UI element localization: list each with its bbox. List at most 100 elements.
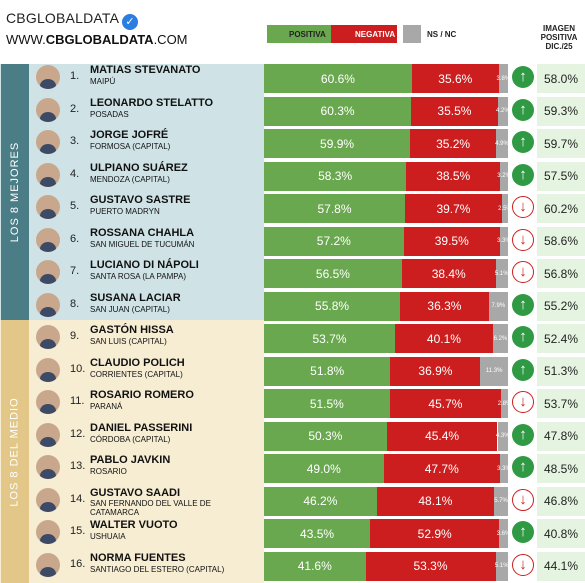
bar-ns: 5.7% (494, 486, 508, 516)
mayor-name: DANIEL PASSERINI (90, 421, 193, 434)
bar-ns: 5.1% (495, 551, 509, 581)
bar-negative: 35.2% (410, 129, 497, 158)
previous-positive-value: 56.8% (537, 259, 585, 288)
section-label-top: LOS 8 MEJORES (1, 64, 29, 320)
arrow-up-icon: ↑ (512, 521, 534, 543)
stacked-bar: 51.8% 36.9% 11.3% (264, 356, 508, 386)
city-name: ROSARIO (90, 467, 127, 476)
table-row: 13. PABLO JAVKIN ROSARIO 49.0% 47.7% 3.3% ↑ 48.… (30, 451, 585, 483)
bar-negative: 38.4% (401, 259, 496, 288)
city-name: PUERTO MADRYN (90, 207, 160, 216)
bar-positive: 60.3% (264, 96, 412, 126)
previous-positive-value: 48.5% (537, 454, 585, 483)
avatar (36, 292, 60, 317)
rank-label: 13. (70, 460, 86, 472)
avatar (36, 390, 60, 414)
stacked-bar: 56.5% 38.4% 5.1% (264, 259, 509, 288)
avatar (36, 65, 60, 89)
arrow-down-icon: ↓ (512, 228, 534, 251)
rank-label: 16. (70, 557, 86, 570)
legend-positive-label: POSITIVA (289, 30, 326, 39)
table-row: 10. CLAUDIO POLICH CORRIENTES (CAPITAL) 51.… (30, 354, 585, 386)
avatar (36, 260, 60, 284)
city-name: MAIPÚ (90, 77, 116, 86)
brand-name-text: CBGLOBALDATA (6, 10, 120, 26)
bar-negative: 52.9% (370, 519, 500, 548)
city-name: SAN LUIS (CAPITAL) (90, 337, 167, 346)
rank-label: 15. (70, 525, 86, 537)
bar-positive: 43.5% (264, 519, 371, 548)
bar-ns: 3.3% (497, 454, 511, 483)
bar-ns: 7.9% (488, 291, 508, 321)
table-row: 15. WALTER VUOTO USHUAIA 43.5% 52.9% 3.6% ↑ 40.… (30, 516, 585, 548)
rank-label: 6. (70, 232, 80, 245)
bar-positive: 46.2% (264, 486, 377, 516)
rank-label: 8. (70, 297, 80, 310)
city-name: USHUAIA (90, 532, 126, 541)
previous-positive-value: 60.2% (537, 194, 585, 223)
city-name: CÓRDOBA (CAPITAL) (90, 434, 171, 444)
city-name: PARANÁ (90, 402, 123, 411)
bar-ns: 3.6% (497, 519, 510, 548)
stacked-bar: 59.9% 35.2% 4.9% (264, 129, 509, 158)
stacked-bar: 60.3% 35.5% 4.2% (264, 96, 510, 126)
avatar (36, 487, 60, 512)
city-name: SAN MIGUEL DE TUCUMÁN (90, 239, 195, 249)
mayor-name: NORMA FUENTES (90, 551, 186, 564)
arrow-up-icon: ↑ (512, 163, 534, 186)
mayor-name: ULPIANO SUÁREZ (90, 161, 188, 174)
bar-negative: 40.1% (395, 324, 493, 353)
bar-negative: 47.7% (383, 454, 500, 483)
bar-positive: 51.8% (264, 356, 391, 386)
mayor-name: CLAUDIO POLICH (90, 356, 185, 369)
bar-positive: 41.6% (264, 551, 366, 581)
avatar (36, 455, 60, 479)
avatar (36, 552, 60, 577)
legend-positive-swatch (267, 25, 331, 43)
previous-positive-value: 53.7% (537, 389, 585, 418)
section-label-top-text: LOS 8 MEJORES (9, 141, 22, 243)
mayor-name: GUSTAVO SASTRE (90, 194, 191, 206)
mayor-name: WALTER VUOTO (90, 519, 178, 531)
mayor-name: GASTÓN HISSA (90, 324, 174, 336)
table-row: 3. JORGE JOFRÉ FORMOSA (CAPITAL) 59.9% 35.2%… (30, 126, 585, 158)
previous-positive-value: 55.2% (537, 291, 585, 321)
mayor-name: LUCIANO DI NÁPOLI (90, 259, 199, 271)
legend-ns-swatch (403, 25, 421, 43)
previous-positive-value: 40.8% (537, 519, 585, 548)
rank-label: 5. (70, 200, 80, 212)
bar-ns: 4.2% (496, 96, 510, 126)
avatar (36, 227, 60, 252)
legend-ns: NS / NC (403, 25, 465, 43)
stacked-bar: 55.8% 36.3% 7.9% (264, 291, 508, 321)
table-row: 9. GASTÓN HISSA SAN LUIS (CAPITAL) 53.7% 40.… (30, 321, 585, 353)
previous-positive-value: 58.0% (537, 64, 585, 93)
previous-positive-value: 51.3% (537, 356, 585, 386)
rank-label: 12. (70, 427, 86, 440)
table-row: 7. LUCIANO DI NÁPOLI SANTA ROSA (LA PAMPA)… (30, 256, 585, 288)
arrow-up-icon: ↑ (512, 358, 534, 381)
bar-ns: 3.3% (497, 226, 511, 256)
column-header-line2: POSITIVA (540, 33, 578, 42)
city-name: SAN FERNANDO DEL VALLE DE CATAMARCA (90, 498, 211, 517)
city-name: FORMOSA (CAPITAL) (90, 142, 171, 151)
rank-label: 1. (70, 70, 80, 82)
stacked-bar: 46.2% 48.1% 5.7% (264, 486, 508, 516)
city-name: SAN JUAN (CAPITAL) (90, 304, 170, 314)
arrow-up-icon: ↑ (512, 326, 534, 348)
website-bold: CBGLOBALDATA (45, 32, 154, 47)
city-name: MENDOZA (CAPITAL) (90, 174, 170, 184)
avatar (36, 130, 60, 154)
avatar (36, 422, 60, 447)
rank-label: 2. (70, 102, 80, 115)
table-row: 16. NORMA FUENTES SANTIAGO DEL ESTERO (CAP… (30, 549, 585, 581)
table-row: 6. ROSSANA CHAHLA SAN MIGUEL DE TUCUMÁN 57.… (30, 224, 585, 256)
bar-positive: 59.9% (264, 129, 411, 158)
previous-positive-value: 59.3% (537, 96, 585, 126)
section-label-mid-text: LOS 8 DEL MEDIO (9, 396, 21, 507)
bar-positive: 49.0% (264, 454, 384, 483)
rank-label: 14. (70, 492, 86, 505)
stacked-bar: 57.2% 39.5% 3.3% (264, 226, 511, 256)
bar-negative: 35.6% (411, 64, 499, 93)
bar-ns: 6.2% (492, 324, 508, 353)
